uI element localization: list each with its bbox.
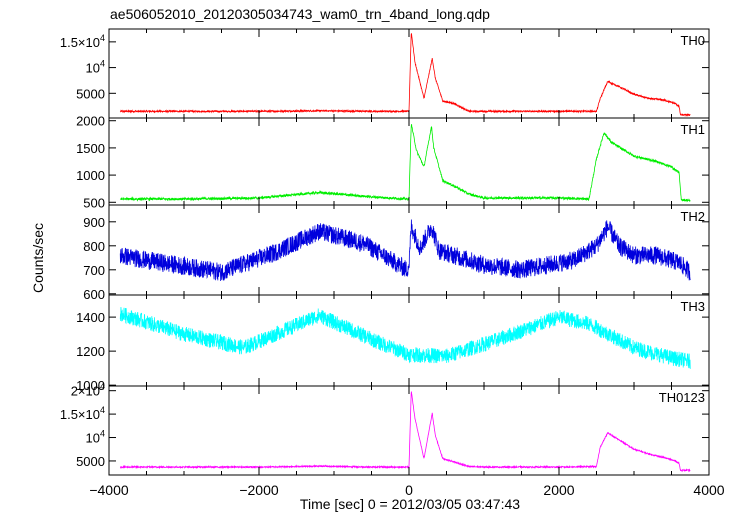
y-tick-label: 1200 (76, 344, 105, 359)
series-line-th0 (119, 33, 691, 118)
panel-th0123: TH0123 5000 104 1.5×104 2×104 (60, 382, 710, 476)
y-axis-title: Counts/sec (30, 223, 46, 293)
panel-label: TH0 (680, 33, 705, 48)
series-line-th3 (119, 307, 691, 369)
series-line-th0123 (119, 391, 691, 473)
y-tick-label: 5000 (76, 454, 105, 469)
x-tick-label: 0 (405, 482, 413, 498)
y-tick-label: 1500 (76, 141, 105, 156)
x-tick-label: −2000 (239, 482, 279, 498)
panel-label: TH0123 (659, 390, 705, 405)
y-tick-label: 700 (83, 263, 105, 278)
y-tick-label: 800 (83, 239, 105, 254)
panel-label: TH2 (680, 209, 705, 224)
series-line-th1 (119, 124, 691, 203)
y-tick-label: 900 (83, 215, 105, 230)
panel-label: TH1 (680, 122, 705, 137)
panel-th0: TH0 5000 104 1.5×104 (60, 28, 710, 119)
y-tick-label: 1400 (76, 310, 105, 325)
panels-group: TH0 5000 104 1.5×104 TH1 500 1000 1500 2000 TH2 60… (60, 28, 725, 498)
y-tick-label: 104 (86, 429, 105, 446)
y-tick-label: 1.5×104 (60, 33, 105, 50)
panel-th1: TH1 500 1000 1500 2000 (76, 114, 710, 210)
x-tick-label: 2000 (543, 482, 574, 498)
y-tick-label: 5000 (76, 86, 105, 101)
panel-th3: TH3 1000 1200 1400 (76, 294, 710, 393)
y-tick-label: 1000 (76, 168, 105, 183)
y-tick-label: 500 (83, 195, 105, 210)
y-tick-label: 1.5×104 (60, 405, 105, 422)
panel-th2: TH2 600 700 800 900 (83, 204, 710, 302)
panel-label: TH3 (680, 299, 705, 314)
y-tick-label: 1000 (76, 378, 105, 393)
x-tick-label: −4000 (89, 482, 129, 498)
y-tick-label: 600 (83, 287, 105, 302)
y-tick-label: 2×104 (71, 382, 105, 399)
y-tick-label: 104 (86, 59, 105, 76)
chart-title: ae506052010_20120305034743_wam0_trn_4ban… (110, 6, 490, 22)
x-axis-title: Time [sec] 0 = 2012/03/05 03:47:43 (300, 496, 520, 512)
y-tick-label: 2000 (76, 114, 105, 129)
series-line-th2 (119, 219, 691, 282)
x-tick-label: 4000 (693, 482, 724, 498)
